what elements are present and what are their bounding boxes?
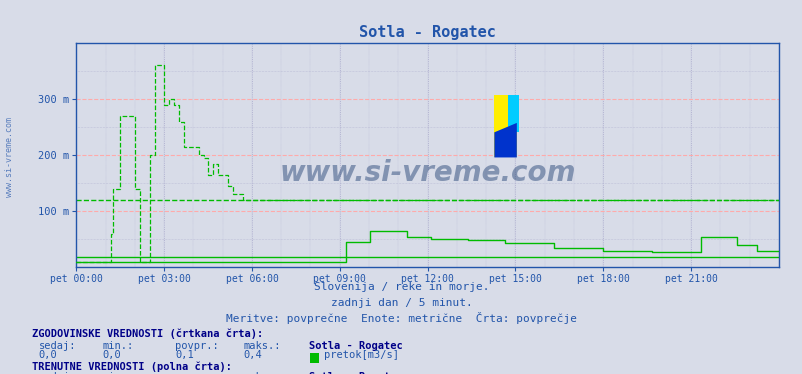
Text: 0,4: 0,4: [243, 350, 261, 360]
Bar: [494, 95, 516, 157]
Text: www.si-vreme.com: www.si-vreme.com: [5, 117, 14, 197]
Text: maks.:: maks.:: [243, 373, 281, 374]
Bar: [507, 95, 518, 132]
Text: povpr.:: povpr.:: [175, 341, 218, 350]
Text: www.si-vreme.com: www.si-vreme.com: [279, 159, 575, 187]
Text: sedaj:: sedaj:: [38, 341, 76, 350]
Text: pretok[m3/s]: pretok[m3/s]: [323, 350, 398, 360]
Text: ZGODOVINSKE VREDNOSTI (črtkana črta):: ZGODOVINSKE VREDNOSTI (črtkana črta):: [32, 329, 263, 339]
Text: min.:: min.:: [103, 341, 134, 350]
Text: Meritve: povprečne  Enote: metrične  Črta: povprečje: Meritve: povprečne Enote: metrične Črta:…: [225, 312, 577, 324]
Polygon shape: [494, 123, 516, 157]
Text: sedaj:: sedaj:: [38, 373, 76, 374]
Text: min.:: min.:: [103, 373, 134, 374]
Text: povpr.:: povpr.:: [175, 373, 218, 374]
Text: Slovenija / reke in morje.: Slovenija / reke in morje.: [314, 282, 488, 292]
Text: Sotla - Rogatec: Sotla - Rogatec: [309, 373, 403, 374]
Text: maks.:: maks.:: [243, 341, 281, 350]
Title: Sotla - Rogatec: Sotla - Rogatec: [358, 25, 496, 40]
Text: 0,0: 0,0: [38, 350, 57, 360]
Text: Sotla - Rogatec: Sotla - Rogatec: [309, 341, 403, 350]
Text: zadnji dan / 5 minut.: zadnji dan / 5 minut.: [330, 298, 472, 308]
Text: 0,0: 0,0: [103, 350, 121, 360]
Text: 0,1: 0,1: [175, 350, 193, 360]
Text: TRENUTNE VREDNOSTI (polna črta):: TRENUTNE VREDNOSTI (polna črta):: [32, 361, 232, 371]
